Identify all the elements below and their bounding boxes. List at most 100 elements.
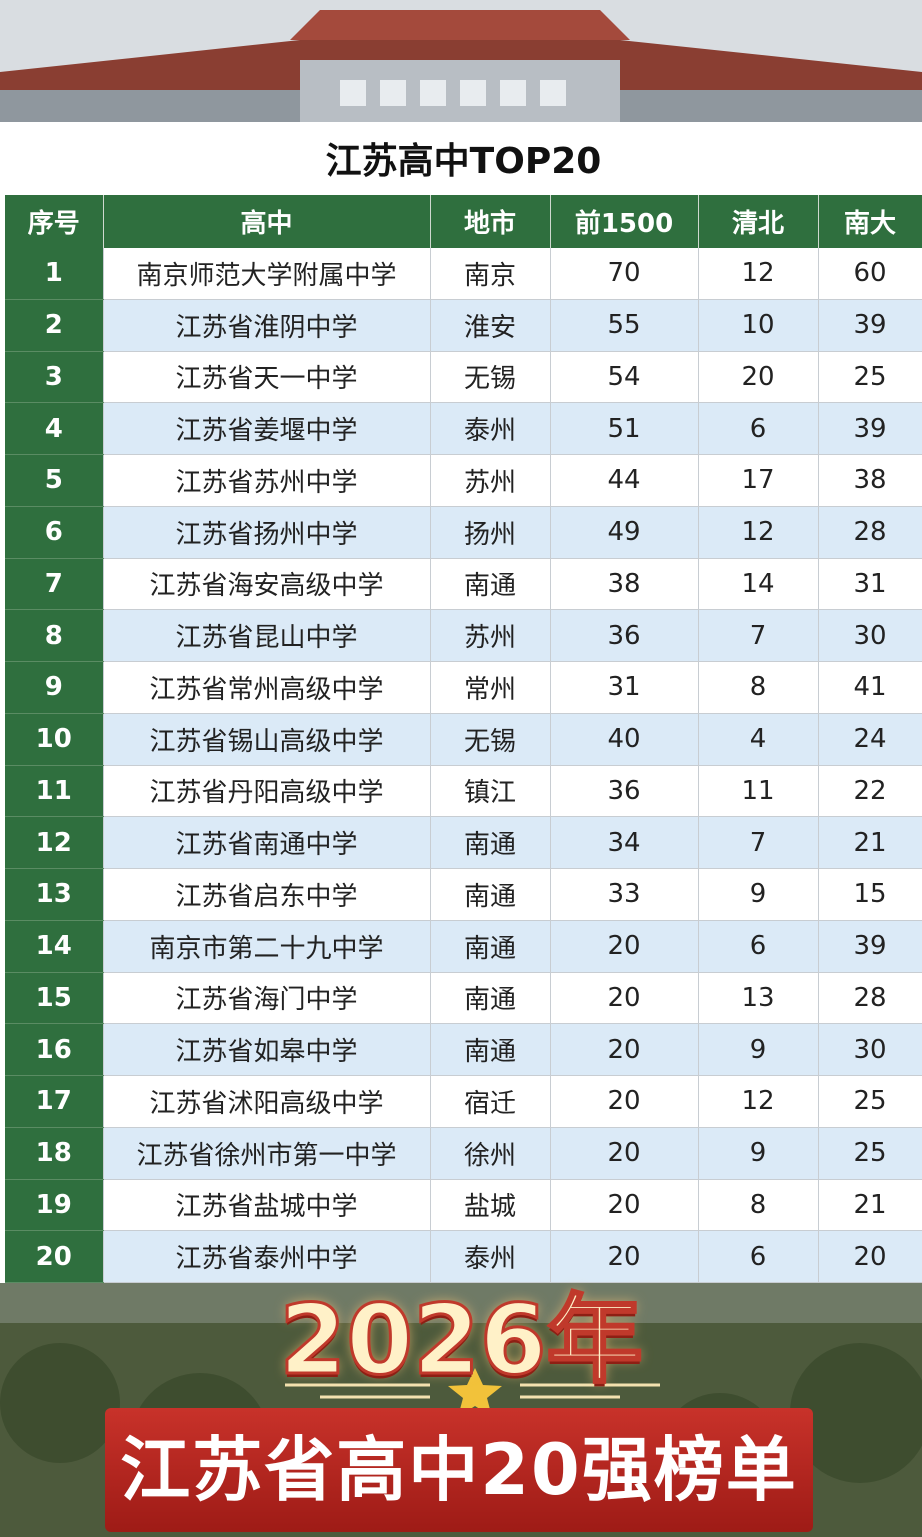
- table-cell: 江苏省扬州中学: [103, 506, 431, 559]
- table-cell: 25: [818, 351, 922, 404]
- table-cell: 12: [698, 506, 819, 559]
- table-cell: 10: [698, 299, 819, 352]
- table-cell: 17: [698, 454, 819, 507]
- table-cell: 20: [550, 1023, 699, 1076]
- table-cell: 39: [818, 402, 922, 455]
- table-cell: 江苏省姜堰中学: [103, 402, 431, 455]
- table-cell: 徐州: [430, 1127, 551, 1180]
- rank-cell: 14: [5, 920, 104, 973]
- table-row: 8 江苏省昆山中学 苏州 36 7 30: [5, 609, 922, 662]
- table-cell: 33: [550, 868, 699, 921]
- rank-cell: 17: [5, 1075, 104, 1128]
- table-cell: 22: [818, 765, 922, 818]
- table-cell: 南通: [430, 558, 551, 611]
- table-cell: 苏州: [430, 454, 551, 507]
- table-row: 15 江苏省海门中学 南通 20 13 28: [5, 972, 922, 1025]
- table-cell: 12: [698, 248, 819, 300]
- rank-cell: 3: [5, 351, 104, 404]
- table-cell: 39: [818, 299, 922, 352]
- table-cell: 40: [550, 713, 699, 766]
- table-cell: 苏州: [430, 609, 551, 662]
- table-cell: 无锡: [430, 351, 551, 404]
- rank-cell: 18: [5, 1127, 104, 1180]
- table-cell: 25: [818, 1127, 922, 1180]
- rank-cell: 13: [5, 868, 104, 921]
- table-cell: 扬州: [430, 506, 551, 559]
- rank-cell: 8: [5, 609, 104, 662]
- table-cell: 江苏省天一中学: [103, 351, 431, 404]
- table-cell: 70: [550, 248, 699, 300]
- table-cell: 51: [550, 402, 699, 455]
- table-cell: 31: [818, 558, 922, 611]
- table-cell: 60: [818, 248, 922, 300]
- table-cell: 20: [550, 972, 699, 1025]
- table-cell: 25: [818, 1075, 922, 1128]
- header-row: 序号 高中 地市 前1500 清北 南大: [5, 195, 922, 248]
- table-cell: 38: [818, 454, 922, 507]
- table-cell: 30: [818, 609, 922, 662]
- table-cell: 30: [818, 1023, 922, 1076]
- table-cell: 南京师范大学附属中学: [103, 248, 431, 300]
- table-row: 6 江苏省扬州中学 扬州 49 12 28: [5, 506, 922, 559]
- table-cell: 20: [550, 1230, 699, 1283]
- table-row: 19 江苏省盐城中学 盐城 20 8 21: [5, 1179, 922, 1232]
- table-cell: 6: [698, 920, 819, 973]
- table-cell: 江苏省海门中学: [103, 972, 431, 1025]
- table-row: 14 南京市第二十九中学 南通 20 6 39: [5, 920, 922, 973]
- table-cell: 31: [550, 661, 699, 714]
- table-row: 17 江苏省沭阳高级中学 宿迁 20 12 25: [5, 1075, 922, 1128]
- rank-cell: 10: [5, 713, 104, 766]
- table-cell: 7: [698, 609, 819, 662]
- table-cell: 南通: [430, 816, 551, 869]
- table-cell: 20: [698, 351, 819, 404]
- table-cell: 泰州: [430, 402, 551, 455]
- table-cell: 28: [818, 506, 922, 559]
- table-cell: 15: [818, 868, 922, 921]
- table-row: 1 南京师范大学附属中学 南京 70 12 60: [5, 248, 922, 300]
- table-cell: 9: [698, 868, 819, 921]
- table-cell: 55: [550, 299, 699, 352]
- rank-cell: 20: [5, 1230, 104, 1283]
- table-cell: 12: [698, 1075, 819, 1128]
- table-cell: 39: [818, 920, 922, 973]
- table-row: 4 江苏省姜堰中学 泰州 51 6 39: [5, 402, 922, 455]
- table-cell: 江苏省锡山高级中学: [103, 713, 431, 766]
- table-cell: 南京市第二十九中学: [103, 920, 431, 973]
- table-cell: 14: [698, 558, 819, 611]
- table-cell: 江苏省盐城中学: [103, 1179, 431, 1232]
- table-cell: 常州: [430, 661, 551, 714]
- table-cell: 江苏省如皋中学: [103, 1023, 431, 1076]
- table-cell: 江苏省淮阴中学: [103, 299, 431, 352]
- column-header: 高中: [103, 195, 431, 248]
- rank-cell: 12: [5, 816, 104, 869]
- table-cell: 38: [550, 558, 699, 611]
- year-heading: 2026年: [278, 1283, 644, 1398]
- table-cell: 44: [550, 454, 699, 507]
- table-cell: 4: [698, 713, 819, 766]
- column-header: 清北: [698, 195, 819, 248]
- table-cell: 江苏省沭阳高级中学: [103, 1075, 431, 1128]
- rank-cell: 19: [5, 1179, 104, 1232]
- table-cell: 6: [698, 1230, 819, 1283]
- banner-text: 江苏省高中20强榜单: [120, 1429, 798, 1511]
- table-cell: 南通: [430, 972, 551, 1025]
- column-header: 南大: [818, 195, 922, 248]
- table-cell: 江苏省南通中学: [103, 816, 431, 869]
- table-cell: 6: [698, 402, 819, 455]
- rank-cell: 5: [5, 454, 104, 507]
- table-cell: 江苏省泰州中学: [103, 1230, 431, 1283]
- table-cell: 21: [818, 816, 922, 869]
- table-cell: 南通: [430, 1023, 551, 1076]
- table-cell: 8: [698, 1179, 819, 1232]
- rank-cell: 7: [5, 558, 104, 611]
- table-row: 18 江苏省徐州市第一中学 徐州 20 9 25: [5, 1127, 922, 1180]
- table-title: 江苏高中TOP20: [5, 122, 922, 195]
- table-row: 2 江苏省淮阴中学 淮安 55 10 39: [5, 299, 922, 352]
- table-cell: 南通: [430, 868, 551, 921]
- table-cell: 江苏省常州高级中学: [103, 661, 431, 714]
- table-cell: 11: [698, 765, 819, 818]
- ranking-table: 序号 高中 地市 前1500 清北 南大 1 南京师范大学附属中学 南京 70 12 60 2 江苏省淮…: [5, 195, 922, 1283]
- table-row: 20 江苏省泰州中学 泰州 20 6 20: [5, 1230, 922, 1283]
- table-cell: 南通: [430, 920, 551, 973]
